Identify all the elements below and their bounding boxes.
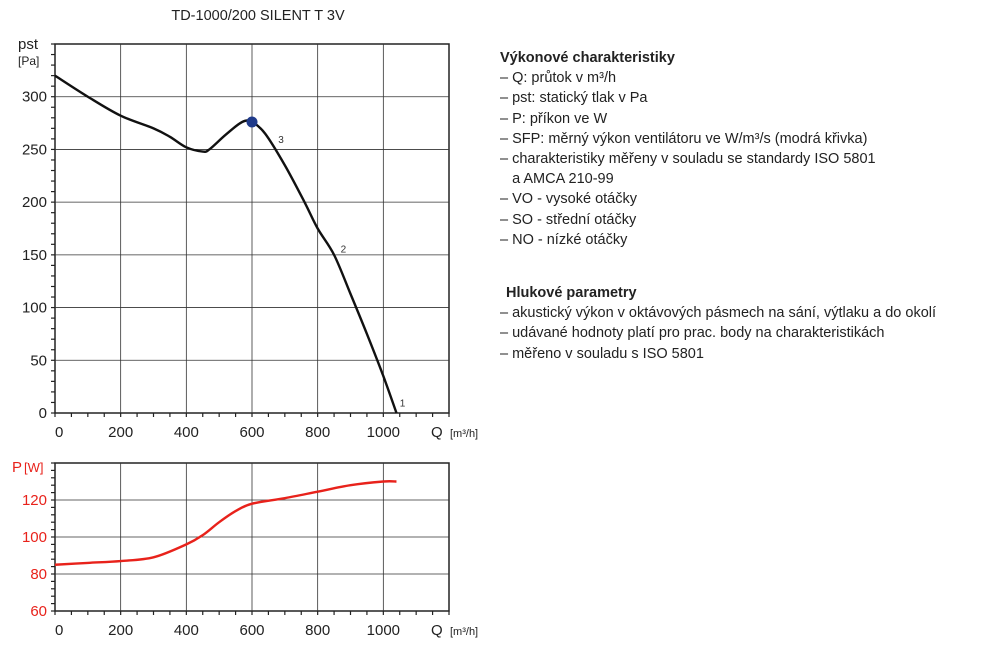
x-tick-label: 200 xyxy=(108,622,133,639)
info-item: – SFP: měrný výkon ventilátoru ve W/m³/s… xyxy=(500,130,868,147)
info-item: – udávané hodnoty platí pro prac. body n… xyxy=(500,325,885,342)
x-tick-label: 0 xyxy=(55,424,63,441)
x-axis-label: Q xyxy=(431,424,443,441)
y-axis-unit: [W] xyxy=(24,460,44,475)
info-item: a AMCA 210-99 xyxy=(500,171,614,188)
y-tick-label: 120 xyxy=(22,492,47,509)
series-line xyxy=(54,480,397,566)
curve-point-label: 2 xyxy=(341,245,347,256)
x-tick-label: 0 xyxy=(55,622,63,639)
curve-point-label: 1 xyxy=(400,399,406,410)
curve-point-label: 3 xyxy=(278,135,284,146)
info-item: – P: příkon ve W xyxy=(500,110,608,127)
noise-title: Hlukové parametry xyxy=(506,285,637,301)
y-tick-label: 100 xyxy=(22,529,47,546)
y-tick-label: 250 xyxy=(22,141,47,158)
y-tick-label: 0 xyxy=(39,405,47,422)
x-tick-label: 400 xyxy=(174,622,199,639)
info-item: – NO - nízké otáčky xyxy=(500,231,628,248)
info-panel: Výkonové charakteristiky – Q: průtok v m… xyxy=(500,48,876,250)
y-axis-unit: [Pa] xyxy=(18,54,39,68)
pressure-chart: 0 200 400 600 800 1000 0 50 100 150 200 250 300 Q [m³/… xyxy=(18,36,478,441)
info-item: – Q: průtok v m³/h xyxy=(500,70,617,87)
performance-list: – Q: průtok v m³/h – pst: statický tlak v… xyxy=(500,68,876,250)
noise-list: – akustický výkon v oktávových pásmech n… xyxy=(500,303,936,364)
operating-point-marker xyxy=(246,116,258,128)
info-item: – pst: statický tlak v Pa xyxy=(500,90,648,107)
info-item: – SO - střední otáčky xyxy=(500,211,637,228)
y-tick-label: 300 xyxy=(22,89,47,106)
y-tick-label: 80 xyxy=(30,566,47,583)
info-item: – měřeno v souladu s ISO 5801 xyxy=(500,345,704,362)
power-chart: 0 200 400 600 800 1000 60 80 100 120 Q [m³/h] P [W] xyxy=(12,459,478,639)
x-tick-label: 800 xyxy=(305,424,330,441)
x-tick-label: 600 xyxy=(239,622,264,639)
x-tick-label: 200 xyxy=(108,424,133,441)
noise-panel: Hlukové parametry – akustický výkon v ok… xyxy=(500,283,936,364)
x-axis-unit: [m³/h] xyxy=(450,428,478,440)
y-axis-label: pst xyxy=(18,36,39,53)
x-tick-label: 600 xyxy=(239,424,264,441)
y-axis-label: P xyxy=(12,459,22,476)
info-item: – VO - vysoké otáčky xyxy=(500,191,637,208)
x-tick-label: 1000 xyxy=(367,424,400,441)
x-tick-label: 400 xyxy=(174,424,199,441)
performance-title: Výkonové charakteristiky xyxy=(500,50,675,66)
chart-title: TD-1000/200 SILENT T 3V xyxy=(171,8,345,24)
x-tick-label: 1000 xyxy=(367,622,400,639)
x-tick-label: 800 xyxy=(305,622,330,639)
info-item: – akustický výkon v oktávových pásmech n… xyxy=(500,305,937,322)
y-tick-label: 200 xyxy=(22,194,47,211)
y-tick-label: 50 xyxy=(30,352,47,369)
charts: TD-1000/200 SILENT T 3V 0 200 400 600 800 100… xyxy=(12,8,478,639)
x-axis-label: Q xyxy=(431,622,443,639)
y-tick-label: 60 xyxy=(30,603,47,620)
y-tick-label: 150 xyxy=(22,247,47,264)
info-item: – charakteristiky měřeny v souladu se st… xyxy=(500,151,876,168)
x-axis-unit: [m³/h] xyxy=(450,626,478,638)
y-tick-label: 100 xyxy=(22,300,47,317)
